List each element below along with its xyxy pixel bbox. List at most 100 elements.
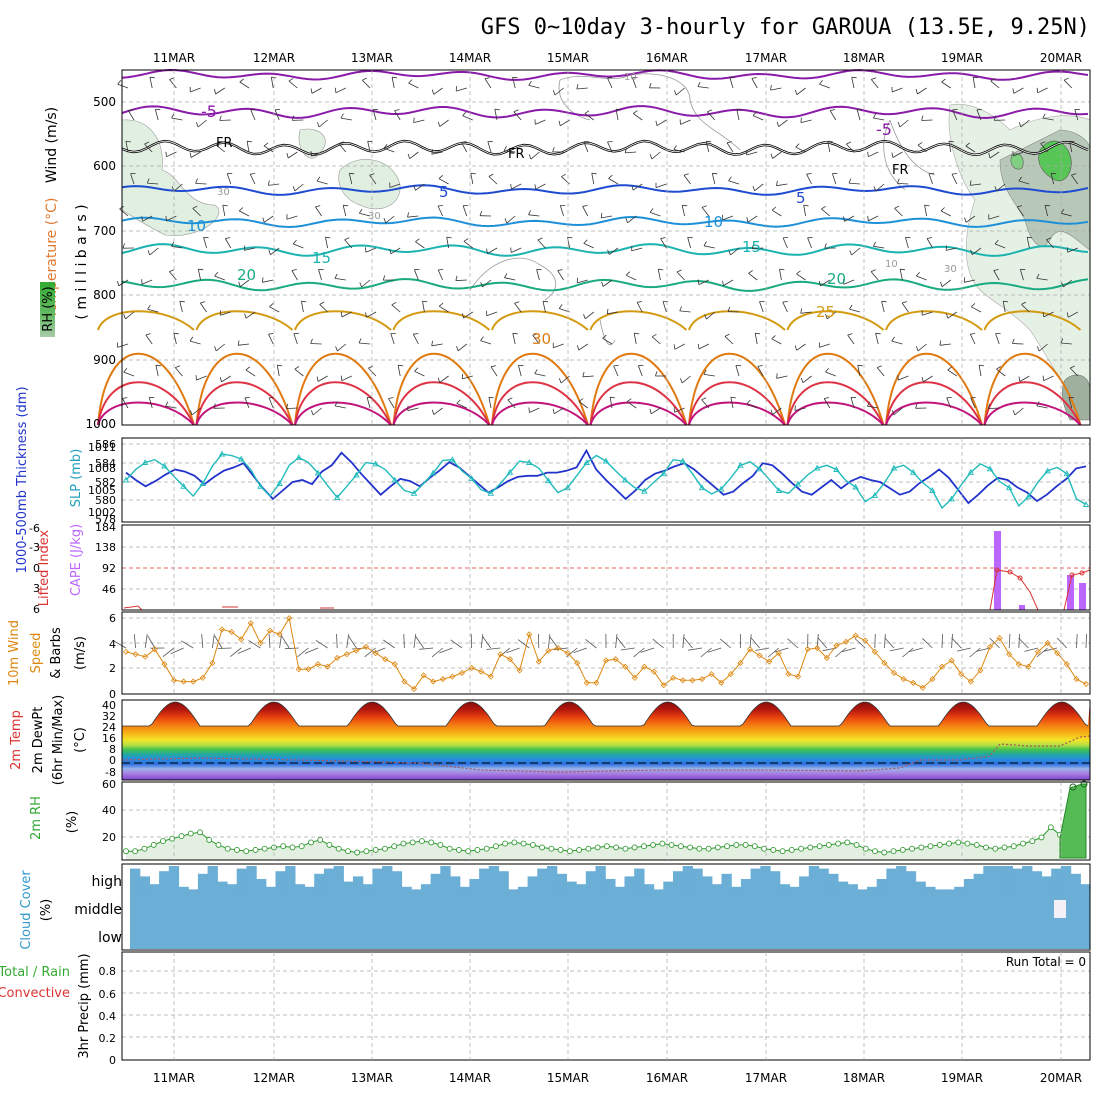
rh-point <box>734 842 739 847</box>
wind-barb <box>801 120 812 123</box>
wind-barb <box>163 648 174 657</box>
wind-barb-flag <box>535 184 536 189</box>
wind-barb-flag <box>1013 410 1015 415</box>
wind-barb-flag <box>876 333 881 334</box>
wind-barb <box>971 307 981 312</box>
wind-barb-flag <box>172 114 174 118</box>
cloud-high-bar <box>596 866 606 892</box>
wind-barb-flag <box>795 90 797 95</box>
bottom-date-label: 18MAR <box>843 1071 885 1085</box>
wind-barb-flag <box>553 147 555 152</box>
wind-barb <box>413 334 418 344</box>
wind-barb <box>826 372 836 376</box>
wind-barb <box>316 640 328 648</box>
cloud-high-bar <box>179 887 189 892</box>
axis-title-cloud: Cloud Cover <box>19 870 34 950</box>
wind-barb-flag <box>245 314 246 319</box>
cloud-high-bar <box>673 871 683 892</box>
wind-barb <box>398 365 400 376</box>
y-tick-label: 0 <box>109 1054 116 1067</box>
wind-barb <box>755 648 769 651</box>
wind-barb <box>1009 634 1010 648</box>
wind-barb-flag <box>1037 88 1038 93</box>
rh-point <box>373 847 378 852</box>
upper-wind-barbs <box>118 77 1080 415</box>
wind-barb <box>632 248 643 251</box>
wind-barb-flag <box>650 209 653 213</box>
wind-barb-flag <box>432 410 434 415</box>
wind-barb <box>996 334 1000 344</box>
wind-barb <box>651 408 660 414</box>
wind-barb <box>917 88 926 94</box>
wind-barb <box>481 634 483 648</box>
wind-barb-flag <box>650 154 652 159</box>
wind-barb <box>414 270 418 280</box>
wind-barb <box>652 152 661 159</box>
cloud-high-bar <box>770 871 780 892</box>
wind-barb <box>680 311 691 312</box>
wind-barb <box>118 344 129 347</box>
rh-point <box>577 847 582 852</box>
top-date-label: 20MAR <box>1040 51 1082 65</box>
rh-point <box>1030 839 1035 844</box>
wind-barb-flag <box>970 334 975 335</box>
cloud-level-low: low <box>98 930 122 946</box>
wind-barb <box>712 173 715 184</box>
wind-panel: 6 4 2 0 10m Wind Speed & Barbs (m/s) <box>7 612 1090 701</box>
wind-barb <box>489 177 497 185</box>
rh-point <box>299 844 304 849</box>
wind-barb <box>871 80 878 89</box>
wind-barb-flag <box>561 174 565 177</box>
wind-barb-flag <box>585 111 589 114</box>
axis-title-thickness: 1000-500mb Thickness (dm) <box>15 386 30 573</box>
wind-barb-flag <box>315 206 320 207</box>
wind-barb <box>124 372 134 376</box>
wind-barb <box>366 312 376 317</box>
wind-barb <box>704 246 715 248</box>
wind-barb <box>180 301 183 312</box>
wind-barb <box>359 343 370 344</box>
wind-barb-flag <box>609 175 613 178</box>
y-tick-label: 4 <box>109 638 116 651</box>
y-tick-label: 0.8 <box>99 965 117 978</box>
wind-barb <box>819 344 830 347</box>
wind-barb <box>683 634 684 648</box>
contour-label: 30 <box>532 330 551 348</box>
wind-barb-flag <box>359 338 361 343</box>
wind-barb <box>392 77 394 88</box>
temperature-contour <box>689 311 785 330</box>
wind-barb <box>485 79 491 88</box>
wind-barb <box>325 237 327 248</box>
cloud-high-bar <box>372 869 382 892</box>
wind-barb <box>900 120 909 127</box>
y-tick-label: 1005 <box>88 484 116 497</box>
wind-barb <box>230 648 241 657</box>
cloud-high-bar <box>896 866 906 892</box>
rh-grid <box>122 810 1090 837</box>
wind-barb <box>202 634 203 648</box>
wind-barb-flag <box>780 269 785 270</box>
wind-barb <box>752 78 757 88</box>
wind-barb-flag <box>698 82 700 87</box>
rh-point <box>336 846 341 851</box>
rh-point <box>614 845 619 850</box>
temperature-contour <box>591 311 687 330</box>
wind-barb <box>391 334 394 345</box>
wind-barb <box>292 271 298 281</box>
rh-spike <box>1060 784 1086 858</box>
wind-barb-flag <box>148 250 150 255</box>
wind-barb-flag <box>214 89 215 94</box>
cloud-high-bar <box>149 884 159 892</box>
axis-title-wind-b: Speed <box>29 633 44 674</box>
y-tick-label: 800 <box>93 288 116 302</box>
temperature-contour <box>122 106 1088 118</box>
wind-barb-flag <box>895 206 900 208</box>
axis-title-wind: Wind (m/s) <box>44 107 60 183</box>
cloud-high-bar <box>547 866 557 892</box>
cloud-level-high: high <box>91 874 122 890</box>
wind-barb <box>315 207 321 216</box>
wind-barb <box>583 206 588 216</box>
bottom-date-label: 14MAR <box>449 1071 491 1085</box>
wind-barb-flag <box>317 122 319 127</box>
